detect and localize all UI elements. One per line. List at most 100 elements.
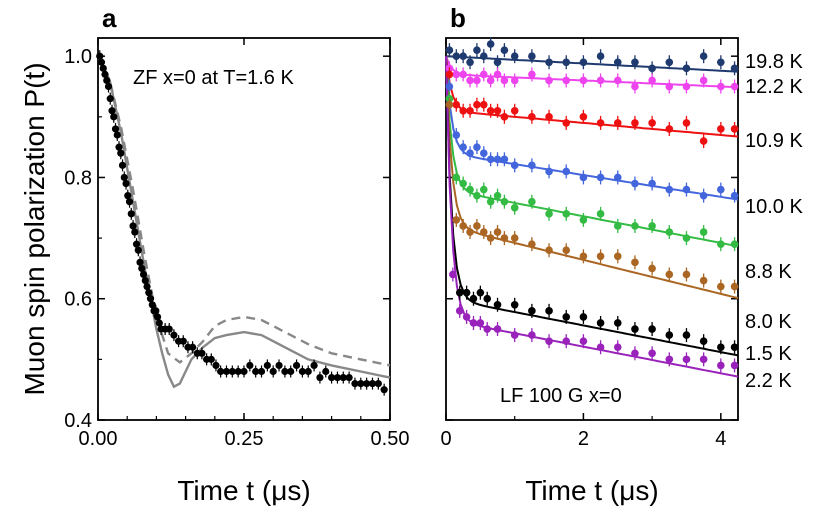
- data-point: [665, 82, 674, 91]
- x-tick-label-a: 0.25: [225, 428, 264, 450]
- data-point: [717, 282, 725, 291]
- data-point: [613, 76, 622, 85]
- data-point: [339, 373, 347, 382]
- data-point: [717, 125, 725, 133]
- annotation-a: ZF x=0 at T=1.6 K: [133, 67, 294, 89]
- data-point: [665, 228, 674, 236]
- data-point: [449, 270, 457, 279]
- data-point: [699, 76, 708, 85]
- data-point: [165, 325, 173, 333]
- data-point: [596, 319, 605, 327]
- data-point: [459, 106, 467, 115]
- plot-frame-b: [445, 37, 739, 421]
- data-point: [613, 173, 622, 182]
- data-point: [146, 295, 155, 303]
- data-point: [579, 337, 588, 345]
- data-point: [510, 106, 519, 115]
- data-point: [328, 373, 336, 382]
- data-point: [613, 58, 622, 67]
- data-point: [459, 70, 467, 79]
- data-point: [466, 76, 474, 85]
- data-point: [486, 106, 495, 115]
- data-point: [699, 52, 708, 60]
- data-point: [246, 361, 254, 370]
- data-point: [483, 325, 492, 333]
- data-point: [122, 179, 130, 188]
- data-point: [452, 100, 461, 109]
- data-point: [596, 252, 605, 261]
- data-point: [292, 361, 301, 370]
- data-point: [145, 289, 153, 297]
- y-tick-label-a: 0.6: [64, 289, 92, 311]
- data-point: [445, 82, 454, 91]
- data-point: [479, 149, 488, 158]
- data-point: [699, 137, 708, 145]
- data-point: [131, 228, 139, 236]
- data-point: [380, 386, 388, 394]
- data-point: [479, 185, 488, 194]
- data-point: [631, 58, 639, 67]
- data-point: [699, 337, 708, 345]
- y-tick-label-a: 0.8: [64, 167, 92, 189]
- data-point: [528, 113, 536, 121]
- x-tick-label-b: 0: [440, 428, 451, 450]
- data-point: [493, 228, 502, 236]
- data-point: [528, 307, 536, 315]
- temperature-label: 1.5 K: [745, 343, 792, 365]
- panel-a: 0.00 0.25 0.50 0.4 0.6 0.8 1.0 ZF x=0 at T=1.6 …: [19, 3, 409, 506]
- data-point: [596, 76, 605, 85]
- fit-curve-solid: [96, 55, 391, 389]
- data-point: [479, 52, 488, 60]
- data-point: [141, 276, 149, 285]
- data-point: [730, 343, 739, 352]
- data-point: [493, 325, 502, 333]
- data-point: [479, 100, 488, 109]
- data-point: [730, 282, 739, 291]
- data-point: [648, 349, 656, 358]
- data-point: [269, 367, 277, 376]
- data-point: [579, 313, 588, 321]
- data-point: [476, 319, 485, 327]
- data-point: [104, 82, 113, 91]
- data-point: [110, 113, 118, 121]
- data-point: [717, 240, 725, 248]
- panel-b: 0 2 4 19.8 K 12.2 K 10.9 K 10.0 K 8.8 K 8.0 K 1.5…: [440, 3, 803, 506]
- data-point: [699, 228, 708, 236]
- data-point: [648, 179, 656, 188]
- data-point: [631, 119, 639, 127]
- x-tick-label-b: 4: [715, 428, 726, 450]
- data-point: [462, 288, 471, 297]
- data-point: [528, 161, 536, 170]
- data-point: [528, 52, 536, 60]
- data-point: [479, 70, 488, 79]
- data-point: [493, 58, 502, 67]
- data-point: [648, 264, 656, 273]
- data-point: [493, 191, 502, 200]
- data-point: [129, 222, 137, 230]
- data-point: [473, 143, 481, 151]
- data-point: [99, 64, 107, 72]
- data-point: [113, 131, 121, 139]
- data-point: [275, 361, 283, 370]
- data-point: [263, 361, 271, 370]
- data-point: [510, 203, 519, 212]
- data-point: [579, 113, 588, 121]
- data-point: [730, 361, 739, 370]
- data-point: [510, 300, 519, 309]
- data-point: [631, 179, 639, 188]
- temperature-label: 19.8 K: [745, 51, 803, 73]
- data-point: [124, 192, 132, 200]
- data-point: [493, 155, 502, 164]
- data-point: [452, 216, 461, 224]
- data-point: [493, 106, 502, 115]
- data-point: [486, 197, 495, 206]
- data-point: [500, 76, 509, 85]
- data-point: [452, 52, 461, 60]
- data-point: [665, 355, 674, 364]
- data-point: [682, 82, 691, 91]
- data-point: [528, 331, 536, 339]
- data-point: [493, 70, 502, 79]
- data-point: [445, 46, 454, 54]
- plot-frame-a: [97, 37, 391, 421]
- fit-curve-2: [445, 56, 739, 138]
